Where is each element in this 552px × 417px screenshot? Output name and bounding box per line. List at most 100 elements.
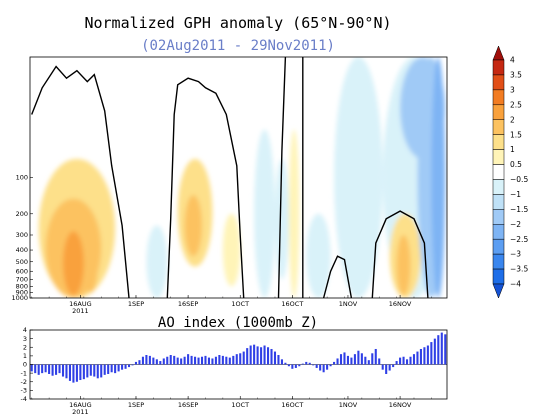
- ao-bar: [437, 335, 440, 365]
- date-tick-label: 1OCT: [231, 401, 249, 409]
- ao-bar: [187, 354, 190, 365]
- ao-bar: [131, 364, 134, 366]
- ao-bar: [284, 362, 287, 365]
- ao-bar: [406, 359, 409, 365]
- colorbar-max-arrow: [492, 45, 505, 61]
- ao-bar: [371, 353, 374, 365]
- ao-bars: [30, 332, 447, 383]
- ao-bar: [96, 364, 99, 379]
- ao-bar: [280, 359, 283, 365]
- colorbar-label: −2.5: [510, 235, 528, 244]
- ao-bar: [180, 358, 183, 365]
- ao-bar: [273, 351, 277, 365]
- anomaly-region-9: [396, 234, 411, 296]
- pressure-tick-label: 600: [16, 267, 28, 275]
- ao-bar: [127, 364, 131, 368]
- ao-bar: [409, 356, 412, 365]
- date-tick-label: 1SEP: [128, 401, 144, 409]
- ao-tick-label: 0: [23, 361, 27, 369]
- ao-bar: [315, 364, 318, 368]
- ao-bar: [291, 364, 294, 369]
- ao-bar: [173, 355, 176, 365]
- ao-tick-label: 2: [23, 343, 27, 351]
- pressure-tick-label: 300: [16, 231, 28, 239]
- ao-tick-label: 1: [23, 352, 27, 360]
- ao-bar: [392, 364, 395, 368]
- date-tick-label: 16NOV: [389, 300, 412, 308]
- date-tick-label: 16AUG: [69, 401, 92, 409]
- ao-bar: [79, 364, 82, 381]
- ao-bar: [353, 354, 356, 365]
- ao-tick-label: 4: [23, 326, 27, 334]
- colorbar-swatch: [492, 253, 505, 270]
- ao-bar: [374, 348, 377, 365]
- ao-bar: [114, 364, 117, 374]
- ao-bar: [343, 352, 346, 365]
- ao-bar: [72, 364, 75, 383]
- colorbar-swatch: [492, 119, 505, 135]
- anomaly-fill: [38, 57, 446, 298]
- colorbar-label: −0.5: [510, 175, 528, 184]
- colorbar-swatch: [492, 209, 505, 225]
- date-tick-label: 1SEP: [128, 300, 144, 308]
- ao-bar: [416, 351, 419, 365]
- ao-bar: [162, 358, 165, 365]
- ao-bar: [89, 364, 92, 376]
- ao-bar: [333, 361, 336, 365]
- ao-tick-label: -4: [21, 395, 27, 403]
- ao-bar: [194, 356, 197, 365]
- date-tick-label: 16SEP: [178, 300, 199, 308]
- anomaly-region-10: [146, 225, 168, 298]
- ao-bar: [48, 364, 51, 374]
- ao-bar: [312, 364, 315, 366]
- ao-bar: [263, 345, 266, 365]
- colorbar-label: 2.5: [510, 100, 522, 109]
- colorbar-swatch: [492, 238, 505, 255]
- ao-bar: [430, 342, 433, 365]
- ao-bar: [41, 364, 44, 374]
- ao-bar: [93, 364, 96, 377]
- ao-bar: [225, 356, 228, 365]
- anomaly-region-6: [222, 213, 241, 287]
- colorbar-label: −1: [510, 190, 521, 199]
- ao-bar: [55, 364, 58, 375]
- anomaly-region-11: [254, 129, 275, 298]
- ao-tick-label: -3: [21, 387, 27, 395]
- colorbar-label: 3: [510, 85, 515, 94]
- colorbar-label: −1.5: [510, 205, 528, 214]
- anomaly-region-7: [288, 129, 300, 298]
- anomaly-region-12: [274, 158, 289, 280]
- ao-bar: [200, 356, 204, 365]
- ao-bar: [103, 364, 106, 375]
- colorbar-swatch: [492, 74, 505, 91]
- ao-bar: [419, 348, 422, 365]
- colorbar-swatch: [492, 89, 505, 106]
- ao-bar: [399, 357, 402, 365]
- anomaly-region-13: [306, 213, 331, 298]
- ao-tick-label: -1: [21, 369, 27, 377]
- chart-title: Normalized GPH anomaly (65°N-90°N): [84, 14, 391, 32]
- ao-bar: [319, 364, 322, 371]
- colorbar: 4 3.5 3 2.5 2 1.5 1 0.5 −0.5 −1 −1.5 −2 −2.5 −3 −3.5 −4: [492, 45, 528, 299]
- ao-bar: [107, 364, 110, 374]
- ao-bar: [37, 364, 40, 375]
- pressure-tick-label: 1000: [11, 294, 28, 302]
- ao-bar: [298, 364, 301, 367]
- ao-bar: [336, 358, 339, 365]
- contour-line-4: [322, 255, 353, 298]
- ao-bar: [218, 355, 221, 365]
- colorbar-label: 1.5: [510, 130, 522, 139]
- ao-bar: [440, 332, 443, 365]
- colorbar-label: 4: [510, 56, 515, 65]
- ao-bar: [145, 355, 148, 365]
- ao-bar: [44, 364, 47, 373]
- colorbar-label: −3: [510, 250, 521, 259]
- pressure-tick-label: 700: [16, 276, 28, 284]
- ao-bar: [364, 356, 367, 365]
- colorbar-label: −4: [510, 280, 521, 289]
- ao-bar: [426, 345, 429, 365]
- anomaly-region-2: [63, 231, 84, 296]
- ao-bar: [190, 355, 193, 365]
